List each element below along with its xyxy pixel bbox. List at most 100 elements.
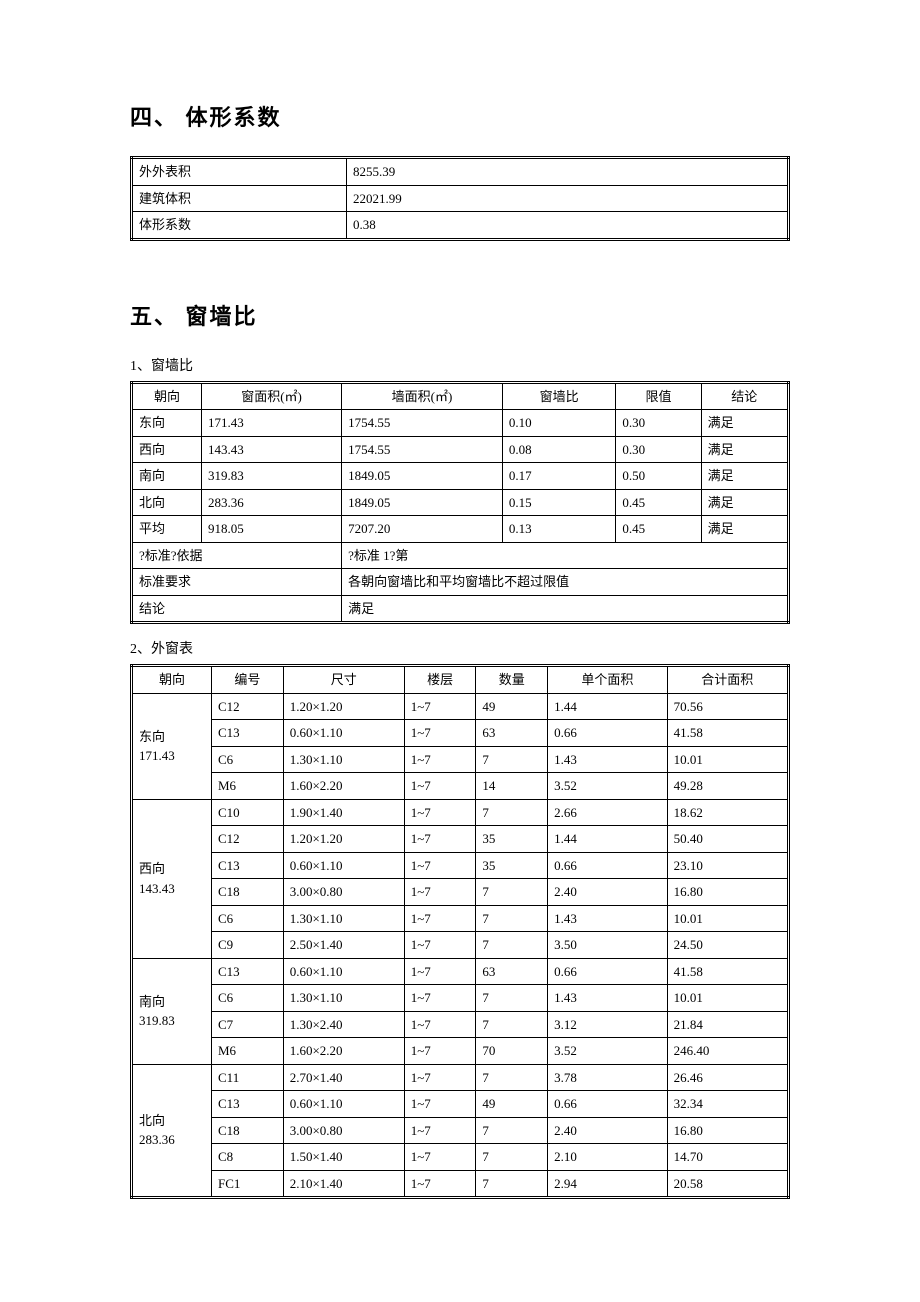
part2-title: 2、外窗表	[130, 638, 790, 658]
table-cell: M6	[212, 773, 284, 800]
table-cell: 246.40	[667, 1038, 788, 1065]
table-cell: 1~7	[404, 1091, 476, 1118]
table-cell: 7	[476, 1064, 548, 1091]
table-cell: C12	[212, 693, 284, 720]
table-cell: 3.00×0.80	[283, 1117, 404, 1144]
table-cell-label: 体形系数	[132, 212, 347, 240]
orientation-cell: 西向 143.43	[132, 799, 212, 958]
shape-coefficient-table: 外外表积8255.39建筑体积22021.99体形系数0.38	[130, 156, 790, 241]
table-cell: 1.44	[548, 826, 668, 853]
table-cell: C6	[212, 905, 284, 932]
column-header: 朝向	[132, 666, 212, 694]
table-cell-label: ?标准?依据	[132, 542, 342, 569]
table-cell: 918.05	[202, 516, 342, 543]
table-cell: 0.13	[502, 516, 616, 543]
table-cell: 2.40	[548, 1117, 668, 1144]
table-cell: C7	[212, 1011, 284, 1038]
table-cell: 63	[476, 720, 548, 747]
table-cell: 1~7	[404, 746, 476, 773]
table-cell: 1849.05	[342, 463, 503, 490]
table-cell: 7	[476, 905, 548, 932]
table-cell: 北向	[132, 489, 202, 516]
table-cell: 35	[476, 852, 548, 879]
table-cell: 7	[476, 985, 548, 1012]
table-cell: 7	[476, 879, 548, 906]
table-cell: 2.94	[548, 1170, 668, 1198]
table-cell: 7	[476, 1170, 548, 1198]
column-header: 窗面积(㎡)	[202, 382, 342, 410]
table-cell: 1754.55	[342, 436, 503, 463]
table-cell: 10.01	[667, 985, 788, 1012]
table-cell: 1.50×1.40	[283, 1144, 404, 1171]
table-cell: 24.50	[667, 932, 788, 959]
table-cell-value: 8255.39	[347, 158, 789, 186]
table-cell: 7207.20	[342, 516, 503, 543]
table-cell: 0.66	[548, 852, 668, 879]
table-cell-label: 结论	[132, 595, 342, 623]
column-header: 编号	[212, 666, 284, 694]
table-cell: C13	[212, 1091, 284, 1118]
table-cell: 41.58	[667, 720, 788, 747]
table-cell: 49	[476, 1091, 548, 1118]
table-cell: 0.08	[502, 436, 616, 463]
table-cell: 2.66	[548, 799, 668, 826]
table-cell: 1~7	[404, 905, 476, 932]
table-cell: 2.40	[548, 879, 668, 906]
table-cell-value: 满足	[342, 595, 789, 623]
table-cell: 1~7	[404, 826, 476, 853]
column-header: 限值	[616, 382, 701, 410]
table-cell: 7	[476, 1011, 548, 1038]
table-cell: 0.50	[616, 463, 701, 490]
orientation-cell: 南向 319.83	[132, 958, 212, 1064]
table-cell: 3.52	[548, 1038, 668, 1065]
table-cell-value: 0.38	[347, 212, 789, 240]
table-cell: 16.80	[667, 879, 788, 906]
table-cell: 49	[476, 693, 548, 720]
table-cell-label: 标准要求	[132, 569, 342, 596]
table-cell: 20.58	[667, 1170, 788, 1198]
table-cell-label: 外外表积	[132, 158, 347, 186]
table-cell: 319.83	[202, 463, 342, 490]
table-cell: 0.60×1.10	[283, 852, 404, 879]
table-cell: 满足	[701, 516, 788, 543]
section4-heading: 四、 体形系数	[130, 100, 790, 132]
table-cell: 1~7	[404, 932, 476, 959]
table-cell: 16.80	[667, 1117, 788, 1144]
table-cell: 1.20×1.20	[283, 693, 404, 720]
table-cell: 满足	[701, 410, 788, 437]
table-cell: 1~7	[404, 799, 476, 826]
table-cell: 1~7	[404, 879, 476, 906]
table-cell: 26.46	[667, 1064, 788, 1091]
table-cell: C18	[212, 879, 284, 906]
table-cell: 1.20×1.20	[283, 826, 404, 853]
table-cell: 1~7	[404, 1064, 476, 1091]
table-cell: 平均	[132, 516, 202, 543]
table-cell: 0.30	[616, 436, 701, 463]
table-cell: C11	[212, 1064, 284, 1091]
column-header: 数量	[476, 666, 548, 694]
table-cell: C12	[212, 826, 284, 853]
table-cell: 3.78	[548, 1064, 668, 1091]
table-cell: 1.30×1.10	[283, 905, 404, 932]
table-cell-value: 22021.99	[347, 185, 789, 212]
table-cell: 西向	[132, 436, 202, 463]
table-cell: 10.01	[667, 746, 788, 773]
table-cell: 1~7	[404, 1117, 476, 1144]
table-cell: 7	[476, 1144, 548, 1171]
table-cell: C10	[212, 799, 284, 826]
table-cell: 18.62	[667, 799, 788, 826]
table-cell: 1~7	[404, 1011, 476, 1038]
table-cell: 3.12	[548, 1011, 668, 1038]
table-cell: 7	[476, 746, 548, 773]
table-cell: 1.43	[548, 746, 668, 773]
table-cell: 63	[476, 958, 548, 985]
table-cell: 1849.05	[342, 489, 503, 516]
table-cell: FC1	[212, 1170, 284, 1198]
table-cell: 1~7	[404, 1144, 476, 1171]
column-header: 墙面积(㎡)	[342, 382, 503, 410]
table-cell: 满足	[701, 489, 788, 516]
table-cell: 41.58	[667, 958, 788, 985]
part1-title: 1、窗墙比	[130, 355, 790, 375]
external-window-table: 朝向编号尺寸楼层数量单个面积合计面积 东向 171.43C121.20×1.20…	[130, 664, 790, 1199]
table-cell: 东向	[132, 410, 202, 437]
